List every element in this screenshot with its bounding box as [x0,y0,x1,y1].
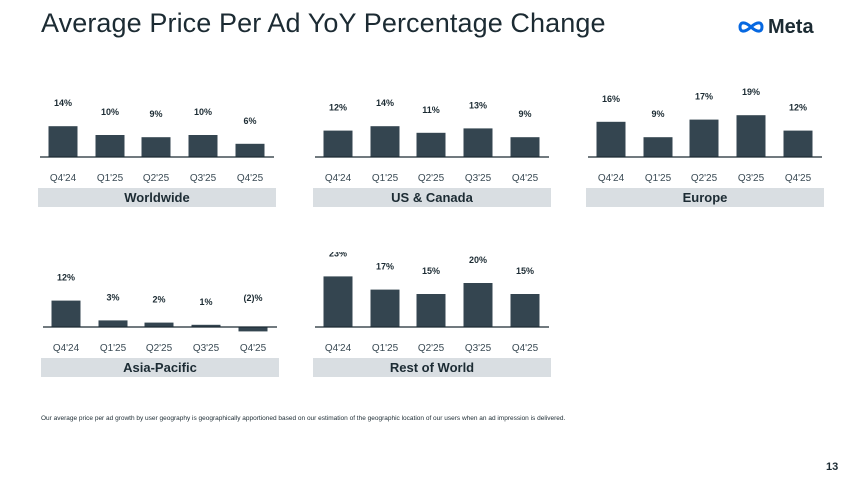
asia-pacific-data-label-2: 2% [152,295,165,305]
worldwide-bar-1 [95,135,125,157]
worldwide-data-label-4: 6% [243,116,256,126]
us-canada-tick-label-2: Q2'25 [418,173,445,184]
europe-bar-2 [689,119,719,157]
meta-infinity-icon [738,21,764,33]
chart-panel-worldwide: 14% Q4'24 10% Q1'25 9% Q2'25 10% Q3'25 6% Q4'25 W… [38,82,276,212]
europe-data-label-2: 17% [695,92,713,102]
us-canada-data-label-0: 12% [329,103,347,113]
europe-data-label-4: 12% [789,103,807,113]
asia-pacific-bar-4 [238,327,268,332]
chart-panel-rest-of-world: 23% Q4'24 17% Q1'25 15% Q2'25 20% Q3'25 15% Q4'25… [313,252,551,382]
us-canada-tick-label-4: Q4'25 [512,173,539,184]
worldwide-tick-label-2: Q2'25 [143,173,170,184]
europe-data-label-3: 19% [742,87,760,97]
asia-pacific-data-label-1: 3% [106,292,119,302]
worldwide-data-label-2: 9% [149,109,162,119]
chart-asia-pacific: 12% Q4'24 3% Q1'25 2% Q2'25 1% Q3'25 (2)% Q4'25 [43,273,277,354]
worldwide-data-label-1: 10% [101,107,119,117]
us-canada-tick-label-3: Q3'25 [465,173,492,184]
chart-us-canada: 12% Q4'24 14% Q1'25 11% Q2'25 13% Q3'25 9% Q4'25 [315,98,549,184]
footnote: Our average price per ad growth by user … [41,415,566,422]
worldwide-bar-3 [188,135,218,157]
rest-of-world-tick-label-4: Q4'25 [512,343,539,354]
rest-of-world-tick-label-1: Q1'25 [372,343,399,354]
worldwide-tick-label-0: Q4'24 [50,173,77,184]
asia-pacific-tick-label-0: Q4'24 [53,343,80,354]
meta-logo: Meta [737,14,814,40]
asia-pacific-bar-3 [191,324,221,327]
europe-data-label-1: 9% [651,109,664,119]
asia-pacific-tick-label-2: Q2'25 [146,343,173,354]
worldwide-tick-label-3: Q3'25 [190,173,217,184]
europe-tick-label-3: Q3'25 [738,173,765,184]
asia-pacific-data-label-3: 1% [199,297,212,307]
rest-of-world-data-label-0: 23% [329,252,347,258]
rest-of-world-bar-4 [510,294,540,327]
europe-bar-1 [643,137,673,157]
chart-europe: 16% Q4'24 9% Q1'25 17% Q2'25 19% Q3'25 12% Q4'25 [588,87,822,184]
panel-label-worldwide: Worldwide [38,188,276,207]
rest-of-world-tick-label-2: Q2'25 [418,343,445,354]
asia-pacific-bar-2 [144,322,174,327]
europe-bar-3 [736,115,766,157]
asia-pacific-bar-1 [98,320,128,327]
us-canada-data-label-1: 14% [376,98,394,108]
rest-of-world-bar-1 [370,289,400,327]
panel-label-asia-pacific: Asia-Pacific [41,358,279,377]
asia-pacific-data-label-4: (2)% [243,293,262,303]
brand-name: Meta [768,15,814,38]
us-canada-data-label-3: 13% [469,100,487,110]
worldwide-tick-label-4: Q4'25 [237,173,264,184]
europe-tick-label-4: Q4'25 [785,173,812,184]
asia-pacific-tick-label-3: Q3'25 [193,343,220,354]
rest-of-world-data-label-1: 17% [376,262,394,272]
europe-bar-0 [596,121,626,157]
asia-pacific-tick-label-4: Q4'25 [240,343,267,354]
europe-tick-label-2: Q2'25 [691,173,718,184]
rest-of-world-data-label-4: 15% [516,266,534,276]
us-canada-tick-label-0: Q4'24 [325,173,352,184]
rest-of-world-data-label-3: 20% [469,255,487,265]
worldwide-data-label-0: 14% [54,98,72,108]
worldwide-bar-2 [141,137,171,157]
us-canada-bar-2 [416,132,446,157]
us-canada-data-label-2: 11% [422,105,440,115]
europe-tick-label-1: Q1'25 [645,173,672,184]
europe-tick-label-0: Q4'24 [598,173,625,184]
chart-panel-europe: 16% Q4'24 9% Q1'25 17% Q2'25 19% Q3'25 12% Q4'25 … [586,82,824,212]
us-canada-tick-label-1: Q1'25 [372,173,399,184]
rest-of-world-tick-label-0: Q4'24 [325,343,352,354]
asia-pacific-tick-label-1: Q1'25 [100,343,127,354]
worldwide-bar-0 [48,126,78,157]
page-title: Average Price Per Ad YoY Percentage Chan… [41,8,606,38]
europe-bar-4 [783,130,813,157]
worldwide-bar-4 [235,143,265,157]
page-number: 13 [826,461,839,473]
rest-of-world-bar-3 [463,283,493,327]
us-canada-bar-1 [370,126,400,157]
worldwide-data-label-3: 10% [194,107,212,117]
chart-panel-asia-pacific: 12% Q4'24 3% Q1'25 2% Q2'25 1% Q3'25 (2)% Q4'25 A… [41,252,279,382]
panel-label-europe: Europe [586,188,824,207]
asia-pacific-bar-0 [51,300,81,327]
panel-label-rest-of-world: Rest of World [313,358,551,377]
us-canada-bar-4 [510,137,540,157]
us-canada-data-label-4: 9% [518,109,531,119]
panel-label-us-canada: US & Canada [313,188,551,207]
rest-of-world-bar-2 [416,294,446,327]
us-canada-bar-3 [463,128,493,157]
rest-of-world-data-label-2: 15% [422,266,440,276]
rest-of-world-tick-label-3: Q3'25 [465,343,492,354]
worldwide-tick-label-1: Q1'25 [97,173,124,184]
chart-panel-us-canada: 12% Q4'24 14% Q1'25 11% Q2'25 13% Q3'25 9% Q4'25 … [313,82,551,212]
us-canada-bar-0 [323,130,353,157]
chart-worldwide: 14% Q4'24 10% Q1'25 9% Q2'25 10% Q3'25 6% Q4'25 [40,98,274,184]
europe-data-label-0: 16% [602,94,620,104]
rest-of-world-bar-0 [323,276,353,327]
asia-pacific-data-label-0: 12% [57,273,75,283]
chart-rest-of-world: 23% Q4'24 17% Q1'25 15% Q2'25 20% Q3'25 15% Q4'25 [315,252,549,354]
